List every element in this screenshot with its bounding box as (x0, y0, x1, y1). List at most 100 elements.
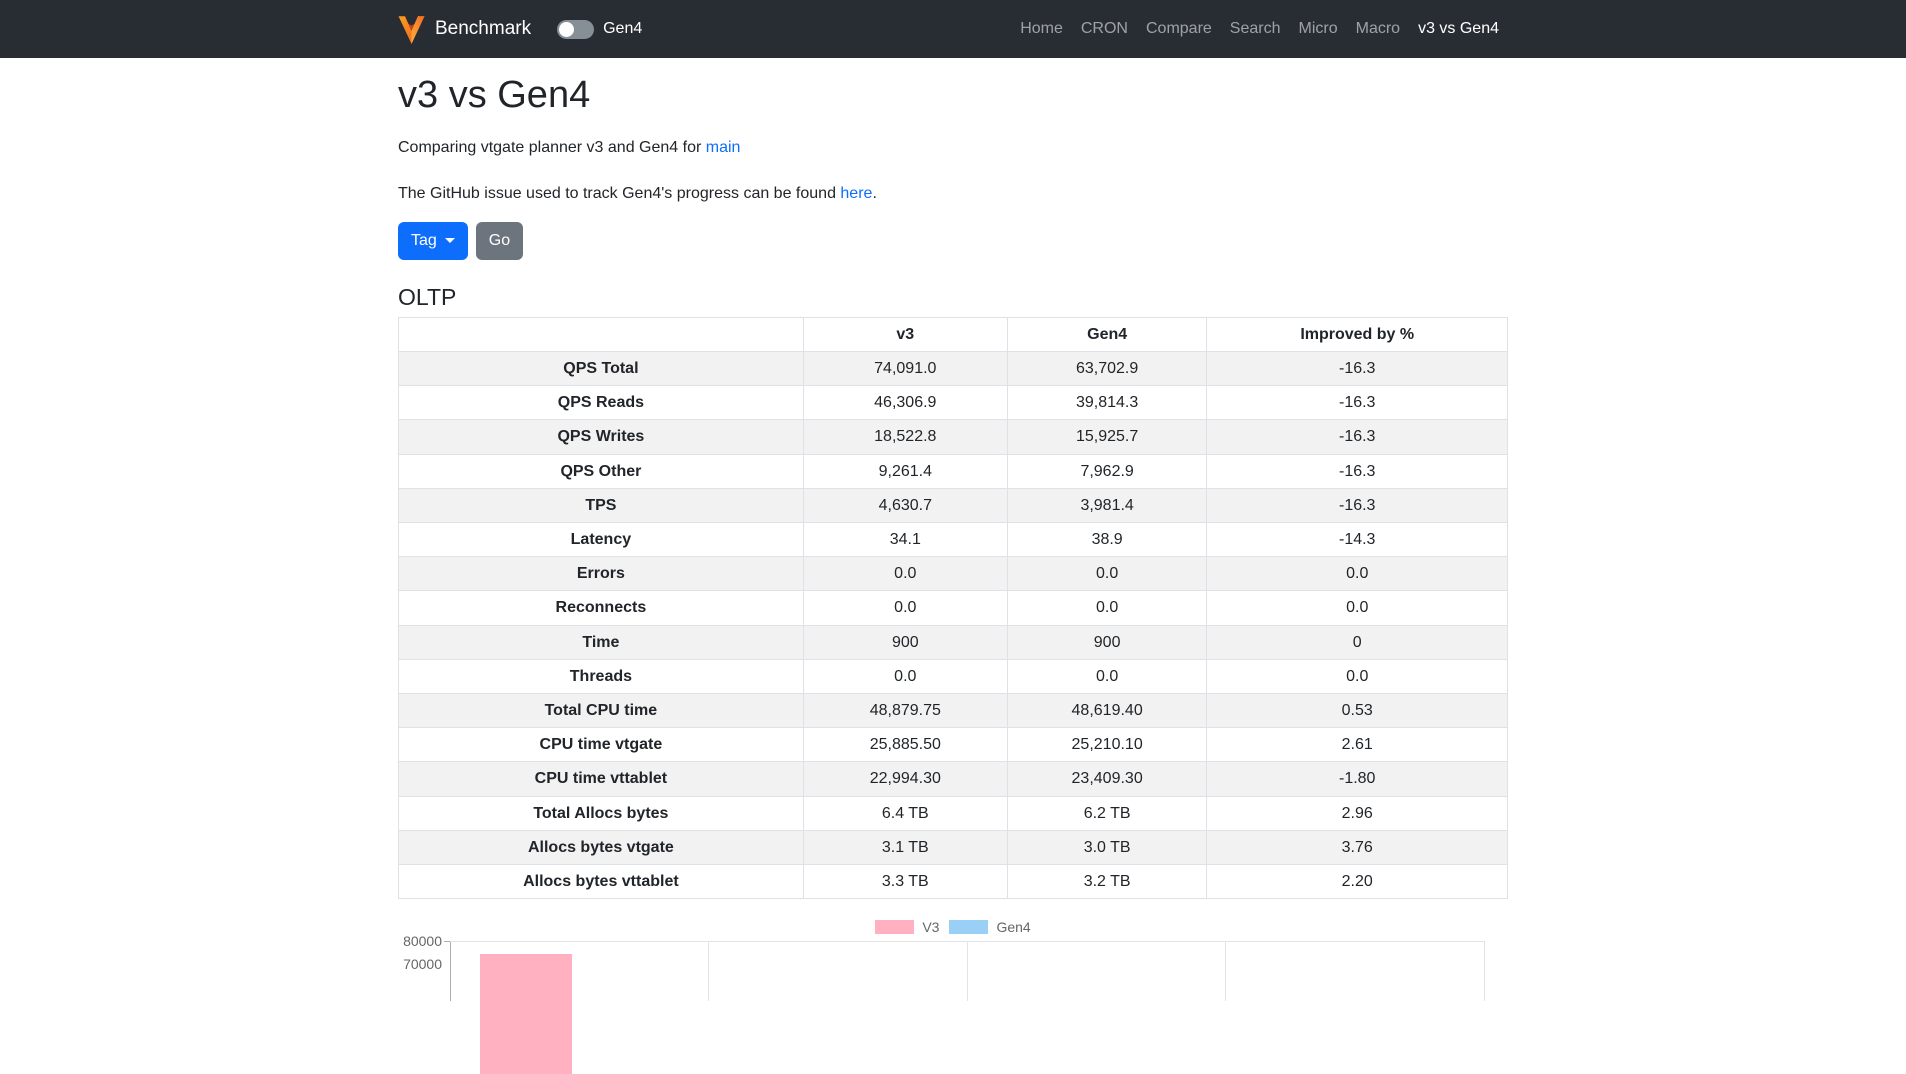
vitess-logo-icon (398, 16, 425, 44)
row-label: Time (398, 624, 804, 660)
cell-improved: -14.3 (1206, 522, 1508, 558)
cell-improved: 0.0 (1206, 556, 1508, 592)
cell-gen4: 63,702.9 (1006, 351, 1208, 387)
cell-improved: 0.53 (1206, 692, 1508, 729)
cell-gen4: 900 (1006, 624, 1208, 660)
brand-label: Benchmark (435, 18, 532, 39)
go-button[interactable]: Go (475, 221, 524, 260)
oltp-section-title: OLTP (398, 283, 457, 310)
legend-item-gen4[interactable]: Gen4 (949, 918, 1031, 935)
cell-improved: 0.0 (1206, 658, 1508, 694)
cell-gen4: 3.2 TB (1006, 863, 1208, 900)
table-row: QPS Writes 18,522.8 15,925.7 -16.3 (398, 419, 1508, 455)
gen4-toggle-label: Gen4 (603, 20, 643, 37)
table-row: CPU time vttablet 22,994.30 23,409.30 -1… (398, 761, 1508, 797)
row-label: TPS (398, 487, 804, 524)
nav-link-cron[interactable]: CRON (1080, 20, 1128, 37)
gridline-v4 (1484, 941, 1485, 1002)
subtitle: Comparing vtgate planner v3 and Gen4 for… (398, 136, 1508, 160)
bar-v3-cat0 (480, 954, 572, 1074)
cell-improved: 0 (1206, 624, 1508, 660)
table-row: Reconnects 0.0 0.0 0.0 (398, 590, 1508, 626)
cell-gen4: 3,981.4 (1006, 487, 1208, 524)
cell-v3: 22,994.30 (802, 761, 1008, 797)
nav-link-macro[interactable]: Macro (1355, 20, 1401, 37)
nav-link-v3-vs-gen4[interactable]: v3 vs Gen4 (1418, 20, 1499, 37)
chevron-down-icon (444, 238, 455, 244)
tag-dropdown-label: Tag (411, 231, 437, 249)
main-content: v3 vs Gen4 Comparing vtgate planner v3 a… (383, 58, 1523, 1074)
nav-link-micro[interactable]: Micro (1298, 20, 1338, 37)
y-axis-tick-mark (444, 941, 450, 943)
controls-row: Tag Go (398, 221, 1508, 260)
cell-v3: 9,261.4 (802, 453, 1008, 489)
cell-v3: 48,879.75 (802, 692, 1008, 729)
legend-item-v3[interactable]: V3 (875, 919, 939, 935)
oltp-table: v3 Gen4 Improved by % QPS Total 74,091.0… (398, 316, 1508, 900)
subtitle-text: Comparing vtgate planner v3 and Gen4 for (398, 138, 706, 156)
navbar: Benchmark Gen4 Home CRON Compare Search … (0, 0, 1906, 58)
cell-v3: 46,306.9 (802, 385, 1008, 421)
nav-link-search[interactable]: Search (1229, 20, 1281, 37)
cell-improved: -16.3 (1206, 351, 1508, 387)
cell-improved: -16.3 (1206, 453, 1508, 489)
issue-text: The GitHub issue used to track Gen4's pr… (398, 184, 841, 202)
oltp-table-head: v3 Gen4 Improved by % (398, 316, 1508, 353)
row-label: Threads (398, 658, 804, 694)
main-branch-link[interactable]: main (705, 138, 741, 156)
tag-dropdown-button[interactable]: Tag (398, 221, 468, 260)
table-row: TPS 4,630.7 3,981.4 -16.3 (398, 487, 1508, 524)
row-label: Total Allocs bytes (398, 795, 804, 831)
row-label: CPU time vtgate (398, 727, 804, 763)
header-v3: v3 (802, 316, 1008, 353)
table-row: Allocs bytes vttablet 3.3 TB 3.2 TB 2.20 (398, 863, 1508, 900)
row-label: QPS Total (398, 351, 804, 387)
table-row: CPU time vtgate 25,885.50 25,210.10 2.61 (398, 727, 1508, 763)
cell-v3: 4,630.7 (802, 487, 1008, 524)
cell-v3: 0.0 (802, 658, 1008, 694)
cell-v3: 25,885.50 (802, 727, 1008, 763)
nav-link-compare[interactable]: Compare (1145, 20, 1212, 37)
header-empty (398, 316, 804, 353)
cell-improved: 0.0 (1206, 590, 1508, 626)
nav-link-home[interactable]: Home (1020, 20, 1063, 37)
cell-v3: 34.1 (802, 522, 1008, 558)
cell-gen4: 0.0 (1006, 590, 1208, 626)
row-label: CPU time vttablet (398, 761, 804, 797)
issue-period: . (872, 184, 877, 202)
cell-improved: -16.3 (1206, 419, 1508, 455)
row-label: Allocs bytes vtgate (398, 829, 804, 865)
row-label: Reconnects (398, 590, 804, 626)
table-row: QPS Reads 46,306.9 39,814.3 -16.3 (398, 385, 1508, 421)
gridline-v3 (1225, 941, 1226, 1002)
table-row: Errors 0.0 0.0 0.0 (398, 556, 1508, 592)
row-label: QPS Writes (398, 419, 804, 455)
table-row: Total Allocs bytes 6.4 TB 6.2 TB 2.96 (398, 795, 1508, 831)
table-row: Allocs bytes vtgate 3.1 TB 3.0 TB 3.76 (398, 829, 1508, 865)
table-row: Latency 34.1 38.9 -14.3 (398, 522, 1508, 558)
github-issue-link[interactable]: here (840, 184, 873, 202)
table-header-row: v3 Gen4 Improved by % (398, 316, 1508, 353)
row-label: Errors (398, 556, 804, 592)
brand[interactable]: Benchmark (398, 14, 531, 44)
table-row: Threads 0.0 0.0 0.0 (398, 658, 1508, 694)
row-label: Total CPU time (398, 692, 804, 729)
page-title: v3 vs Gen4 (398, 74, 591, 116)
row-label: QPS Reads (398, 385, 804, 421)
cell-gen4: 48,619.40 (1006, 692, 1208, 729)
cell-improved: -1.80 (1206, 761, 1508, 797)
header-gen4: Gen4 (1006, 316, 1208, 353)
row-label: QPS Other (398, 453, 804, 489)
issue-line: The GitHub issue used to track Gen4's pr… (398, 182, 1508, 206)
table-row: QPS Other 9,261.4 7,962.9 -16.3 (398, 453, 1508, 489)
gridline-v2 (967, 941, 968, 1002)
legend-label-v3: V3 (922, 918, 940, 935)
cell-v3: 3.1 TB (802, 829, 1008, 865)
cell-gen4: 6.2 TB (1006, 795, 1208, 831)
gen4-toggle[interactable] (557, 19, 595, 39)
table-row: QPS Total 74,091.0 63,702.9 -16.3 (398, 351, 1508, 387)
cell-improved: -16.3 (1206, 385, 1508, 421)
cell-v3: 3.3 TB (802, 863, 1008, 900)
legend-label-gen4: Gen4 (996, 918, 1031, 935)
nav-links: Home CRON Compare Search Micro Macro v3 … (1011, 12, 1508, 46)
